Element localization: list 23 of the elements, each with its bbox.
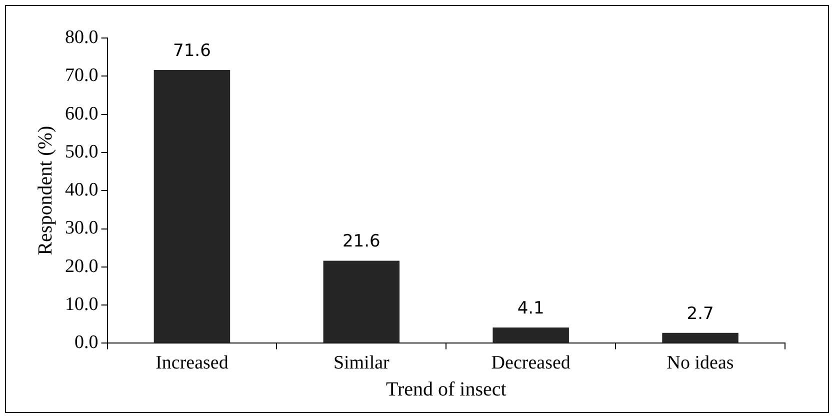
y-tick-label: 10.0 [65, 294, 98, 316]
bar [662, 332, 738, 343]
bar [323, 260, 400, 343]
y-tick-label: 70.0 [65, 65, 98, 86]
data-label: 21.6 [342, 232, 380, 252]
x-axis-title: Trend of insect [386, 378, 507, 400]
y-tick-label: 50.0 [65, 141, 98, 162]
y-axis-title: Respondent (%) [34, 126, 56, 256]
x-tick-label: Decreased [491, 352, 571, 374]
y-tick-label: 0.0 [74, 332, 98, 354]
x-tick-label: Increased [156, 352, 229, 374]
y-tick-label: 60.0 [65, 103, 98, 124]
y-tick-label: 80.0 [65, 26, 98, 48]
y-tick-label: 20.0 [65, 256, 98, 277]
x-tick-label: No ideas [666, 352, 734, 374]
data-label: 4.1 [517, 298, 544, 318]
y-tick-label: 30.0 [65, 218, 98, 239]
x-tick-label: Similar [333, 352, 390, 374]
data-label: 71.6 [173, 40, 211, 61]
y-tick-label: 40.0 [65, 180, 98, 201]
data-label: 2.7 [686, 304, 714, 324]
bar [492, 328, 569, 343]
bar [154, 70, 230, 343]
